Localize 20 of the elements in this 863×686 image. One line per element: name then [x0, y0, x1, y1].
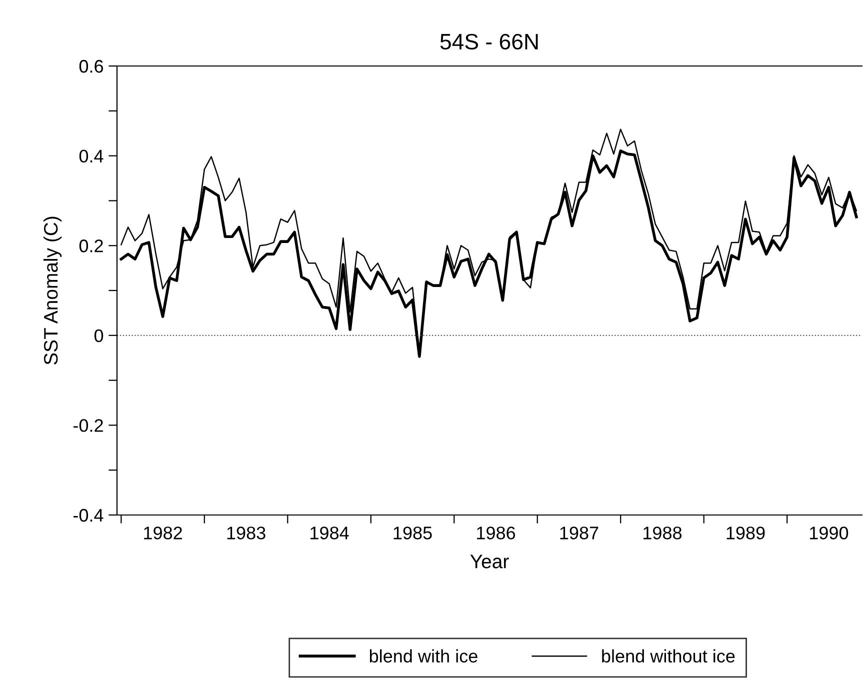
x-tick-label: 1987: [560, 526, 598, 540]
y-axis-title: SST Anomaly (C): [43, 216, 62, 365]
x-tick-label: 1984: [310, 526, 349, 540]
legend-label: blend without ice: [602, 649, 735, 663]
legend-label: blend with ice: [370, 649, 478, 663]
x-tick-label: 1990: [810, 526, 848, 540]
x-tick-label: 1982: [144, 526, 182, 540]
x-tick-label: 1985: [394, 526, 432, 540]
x-tick-label: 1989: [726, 526, 765, 540]
y-tick-label: 0.6: [79, 60, 104, 73]
x-tick-label: 1988: [644, 526, 682, 540]
x-tick-label: 1983: [227, 526, 266, 540]
y-tick-label: 0.2: [79, 240, 103, 252]
y-tick-label: -0.4: [74, 508, 104, 522]
x-axis-title: Year: [470, 554, 509, 568]
x-tick-label: 1986: [477, 526, 516, 540]
y-tick-label: 0: [94, 329, 104, 342]
y-tick-label: 0.4: [79, 150, 104, 163]
y-tick-label: -0.2: [74, 419, 103, 432]
chart-title: 54S - 66N: [440, 34, 538, 50]
